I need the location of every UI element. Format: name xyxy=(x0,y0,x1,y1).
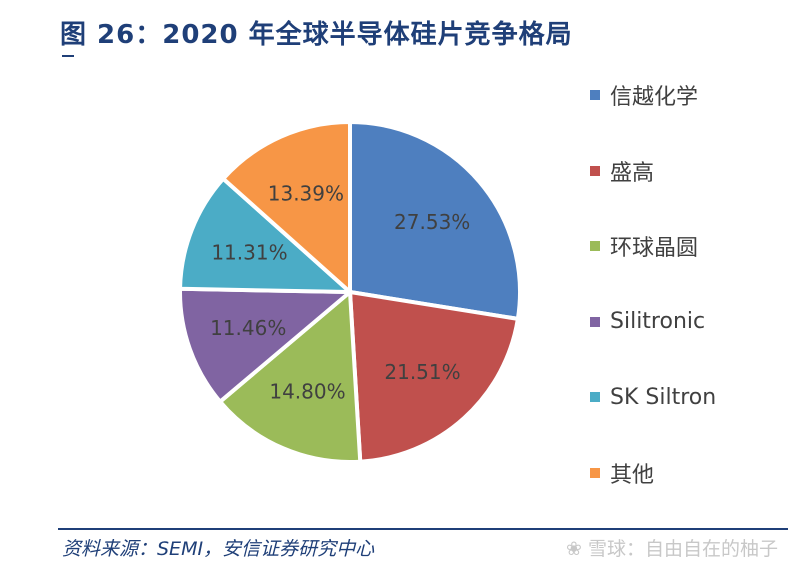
pie-slice xyxy=(221,120,352,294)
slice-value-label: 27.53% xyxy=(394,210,470,234)
slice-value-label: 13.39% xyxy=(268,181,344,205)
legend: 信越化学盛高环球晶圆 Silitronic SK Siltron 其他 xyxy=(590,76,716,529)
slice-value-label: 14.80% xyxy=(269,379,345,403)
pie-slice xyxy=(178,176,352,294)
legend-item: 信越化学 xyxy=(590,76,716,114)
chart-title: 图 26：2020 年全球半导体硅片竞争格局 xyxy=(60,20,573,50)
legend-item: 盛高 xyxy=(590,152,716,190)
pie-slice xyxy=(178,286,352,404)
legend-label: 环球晶圆 xyxy=(610,236,699,261)
watermark: ❀ 雪球：自由自在的柚子 xyxy=(566,538,778,560)
legend-item: Silitronic xyxy=(590,303,716,341)
legend-item: SK Siltron xyxy=(590,378,716,416)
legend-label: Silitronic xyxy=(610,309,706,334)
legend-swatch xyxy=(590,90,600,100)
title-underline xyxy=(62,55,74,57)
slice-value-label: 11.31% xyxy=(211,241,287,265)
pie-slice xyxy=(348,120,522,321)
legend-swatch xyxy=(590,467,600,478)
pie-chart: 27.53% 21.51% 14.80% 11.46% 11.31% 13.39% xyxy=(178,120,522,464)
slice-value-label: 21.51% xyxy=(384,360,460,384)
legend-swatch xyxy=(590,392,600,402)
legend-label: 其他 xyxy=(610,462,655,488)
legend-label: SK Siltron xyxy=(610,384,717,410)
legend-swatch xyxy=(590,316,600,327)
footer-divider xyxy=(58,528,788,530)
legend-item: 其他 xyxy=(590,454,716,492)
source-note: 资料来源：SEMI，安信证券研究中心 xyxy=(62,538,375,560)
legend-label: 盛高 xyxy=(610,160,655,186)
pie-slice xyxy=(348,290,520,464)
legend-label: 信越化学 xyxy=(610,85,699,110)
legend-item: 环球晶圆 xyxy=(590,227,716,265)
slice-value-label: 11.46% xyxy=(210,316,286,340)
legend-swatch xyxy=(590,165,600,176)
pie-slice xyxy=(218,290,363,464)
legend-swatch xyxy=(590,241,600,251)
